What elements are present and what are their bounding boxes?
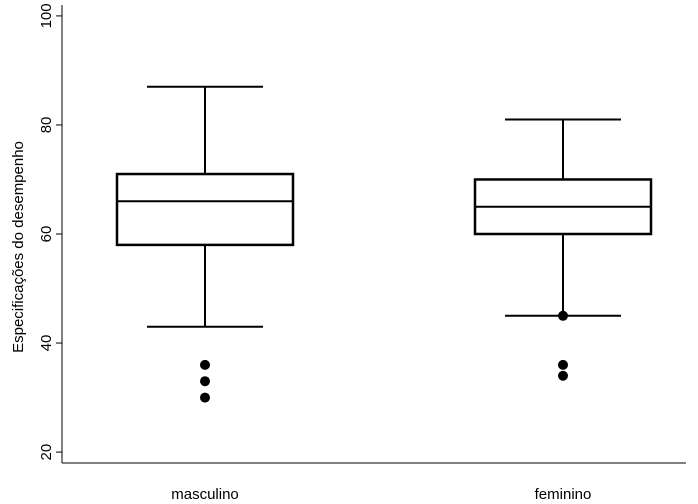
y-tick-label: 80: [38, 117, 55, 134]
outlier-point: [558, 310, 568, 321]
y-tick-label: 40: [38, 335, 55, 352]
y-tick-label: 60: [38, 226, 55, 243]
axes: 20 40 60 80 100 masculino feminino: [38, 3, 686, 503]
y-tick-label: 100: [38, 3, 55, 28]
x-category-label: feminino: [535, 486, 592, 503]
y-axis-label: Especificações do desempenho: [10, 141, 27, 353]
x-category-label: masculino: [171, 486, 239, 503]
box-group-feminino: [473, 118, 653, 381]
outlier-point: [200, 392, 210, 403]
plot-marks: [115, 85, 653, 403]
outlier-point: [200, 359, 210, 370]
y-tick-label: 20: [38, 444, 55, 461]
outlier-point: [558, 359, 568, 370]
outlier-point: [558, 370, 568, 381]
box-iqr: [115, 172, 295, 247]
outlier-point: [200, 376, 210, 387]
box-group-masculino: [115, 85, 295, 403]
